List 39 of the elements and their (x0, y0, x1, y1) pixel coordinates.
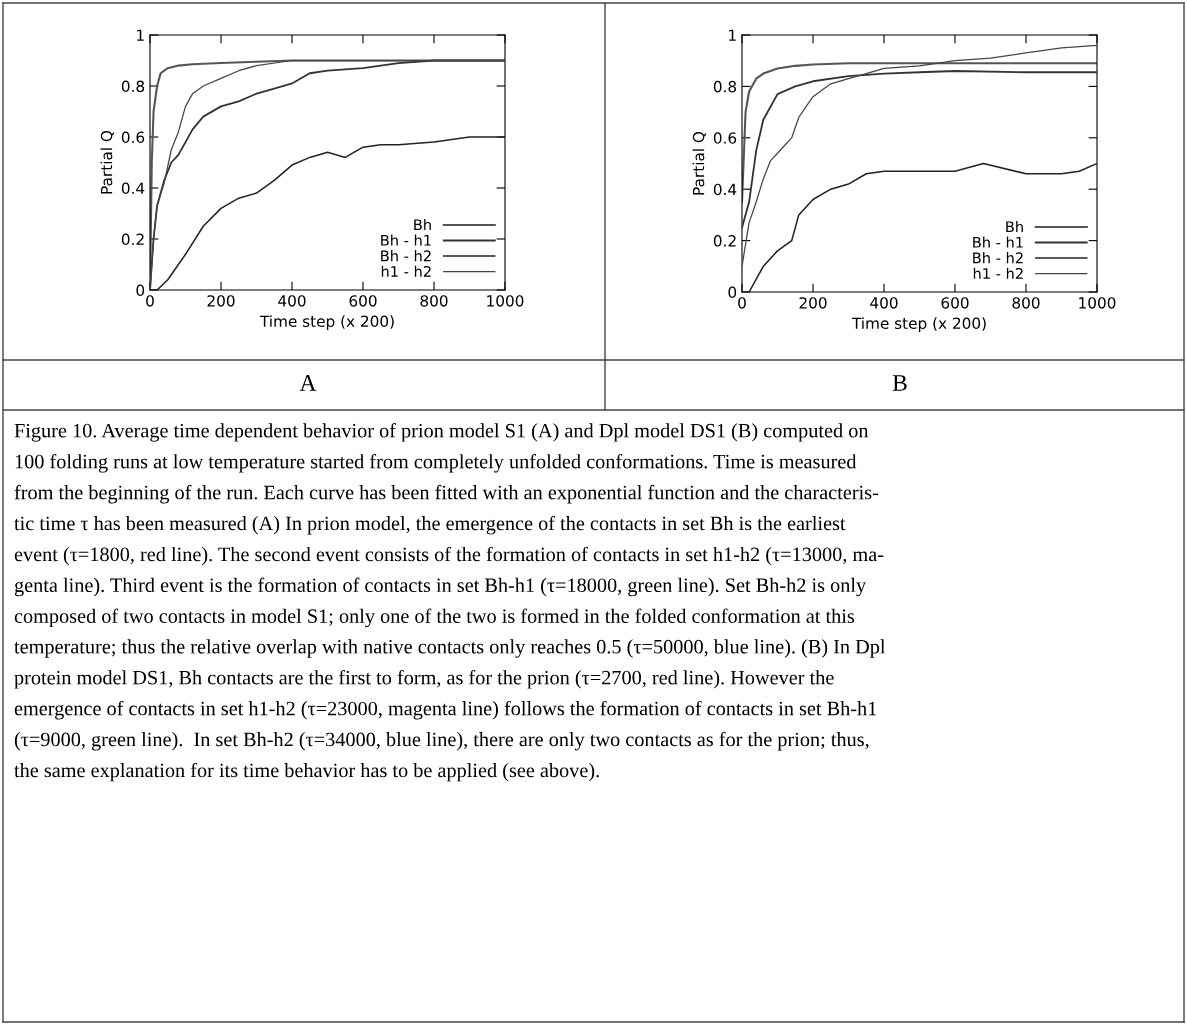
x-tick-label: 0 (738, 297, 746, 309)
y-tick-label: 0.8 (121, 80, 145, 93)
legend-label: Bh (414, 218, 431, 231)
x-tick-label: 800 (420, 295, 448, 307)
y-axis-title: Partial Q (100, 130, 115, 194)
text: Figure 10. Average time dependent behavior of prion model S1 (A) and Dpl model DS1 (B) computed on 100 folding runs at low temperature started from completely unfolded conformations. Time is measured from the beginning of the run. Each curve has been fitted with an exponential function and the characteris- tic time τ has been measured (A) In prion model, the emergence of the contacts in set Bh is the earliest event (τ=1800, red line). The second event consists of the formation of contacts in set h1-h2 (τ=13000, ma- genta line). Third event is the formation of contacts in set Bh-h1 (τ=18000, green line). Set Bh-h2 is only composed of two contacts in model S1; only one of the two is formed in the folded conformation at this temperature; thus the relative overlap with native contacts only reaches 0.5 (τ=50000, blue line). (B) In Dpl protein model DS1, Bh contacts are the first to form, as for the prion (τ=2700, red line). However the emergence of contacts in set h1-h2 (τ=23000, magenta line) follows the formation of contacts in set Bh-h1 (τ=9000, green line). In set Bh-h2 (τ=34000, blue line), there are only two contacts as for the prion; thus, the same explanation for its time behavior has to be applied (see above). (14, 423, 886, 782)
y-tick-label: 0.8 (713, 80, 737, 93)
y-tick-label: 0 (728, 286, 737, 299)
legend-label: Bh - h2 (381, 250, 431, 262)
legend-label: Bh - h1 (381, 234, 431, 246)
text: B (892, 375, 907, 391)
y-tick-label: 0 (136, 284, 145, 297)
x-tick-label: 600 (349, 295, 377, 307)
legend-label: h1 - h2 (381, 265, 431, 277)
x-tick-label: 1000 (487, 295, 524, 307)
y-axis-title: Partial Q (692, 131, 707, 195)
x-tick-label: 400 (278, 295, 306, 307)
x-axis-title: Time step (x 200) (851, 317, 986, 332)
y-tick-label: 1 (729, 29, 736, 41)
legend-label: h1 - h2 (973, 267, 1023, 279)
legend-label: Bh (1006, 220, 1023, 233)
y-tick-label: 1 (137, 29, 144, 41)
x-tick-label: 200 (799, 297, 827, 309)
x-tick-label: 400 (870, 297, 898, 309)
y-tick-label: 0.2 (121, 233, 144, 246)
x-tick-label: 800 (1012, 297, 1040, 309)
y-tick-label: 0.4 (713, 183, 737, 196)
y-tick-label: 0.6 (713, 132, 737, 144)
x-axis-title: Time step (x 200) (259, 315, 394, 330)
x-tick-label: 600 (941, 297, 969, 309)
y-tick-label: 0.6 (121, 131, 145, 144)
text: A (299, 375, 317, 391)
legend-label: Bh - h2 (973, 252, 1023, 264)
y-tick-label: 0.2 (713, 235, 736, 247)
legend-label: Bh - h1 (973, 236, 1023, 248)
y-tick-label: 0.4 (121, 182, 145, 195)
x-tick-label: 0 (146, 295, 154, 307)
x-tick-label: 1000 (1079, 297, 1116, 309)
x-tick-label: 200 (207, 295, 235, 307)
